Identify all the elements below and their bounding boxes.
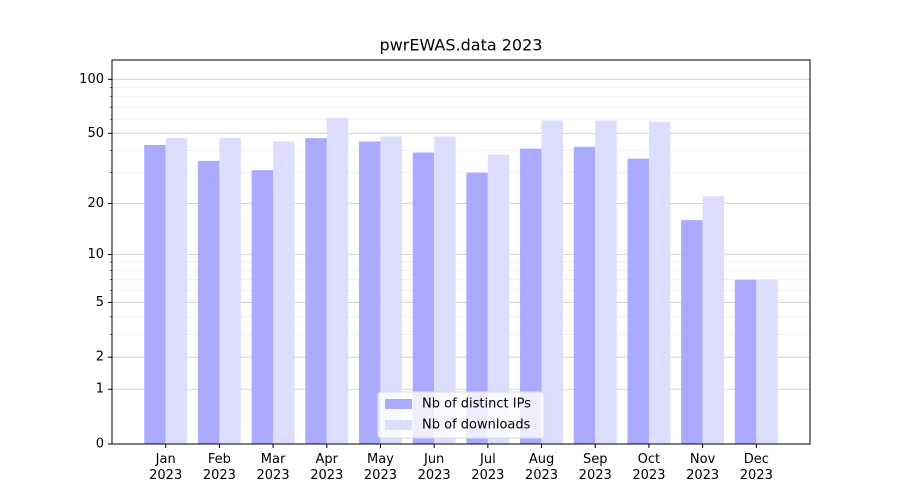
bar	[197, 160, 220, 444]
bar	[144, 144, 166, 444]
bar	[734, 279, 757, 444]
bar	[466, 172, 488, 444]
x-tick-label: Jun 2023	[417, 452, 451, 483]
legend-label: Nb of downloads	[422, 418, 531, 433]
x-tick-label-box: Jun 2023	[417, 452, 451, 483]
bar	[541, 120, 564, 445]
x-tick-label-box: Jan 2023	[149, 452, 183, 483]
y-tick-label: 5	[96, 295, 104, 310]
bar	[326, 117, 349, 444]
x-tick-label-box: Feb 2023	[202, 452, 236, 483]
bar	[165, 138, 188, 444]
x-tick-label: Apr 2023	[310, 452, 344, 483]
bar	[702, 196, 725, 444]
bar	[273, 141, 295, 444]
y-tick-label: 50	[87, 126, 104, 141]
x-tick-label: Aug 2023	[524, 452, 559, 483]
chart-title: pwrEWAS.data 2023	[380, 36, 543, 55]
y-tick-label: 2	[96, 350, 104, 365]
bar	[648, 121, 671, 444]
y-tick-label: 20	[87, 196, 104, 211]
x-tick-label: Jan 2023	[149, 452, 183, 483]
bar	[487, 154, 510, 445]
x-tick-label: May 2023	[363, 452, 397, 483]
bar	[627, 158, 649, 445]
bar	[412, 152, 435, 444]
bar	[595, 120, 617, 445]
x-tick-label: Feb 2023	[202, 452, 236, 483]
x-tick-label-box: Oct 2023	[632, 452, 666, 483]
x-tick-label-box: Nov 2023	[686, 452, 720, 483]
plot-frame	[111, 59, 811, 445]
x-tick-label-box: Dec 2023	[739, 452, 773, 483]
bar	[434, 136, 456, 445]
x-tick-label: Nov 2023	[686, 452, 720, 483]
y-tick-label: 10	[87, 247, 104, 262]
x-tick-label: Mar 2023	[256, 452, 290, 483]
legend-swatch	[385, 399, 412, 409]
x-tick-label: Oct 2023	[632, 452, 666, 483]
legend-swatch	[385, 420, 412, 430]
bar	[305, 138, 327, 444]
legend-box	[377, 391, 545, 439]
x-tick-label: Sep 2023	[578, 452, 612, 483]
bar	[681, 220, 703, 444]
x-tick-label-box: Sep 2023	[578, 452, 612, 483]
bar	[380, 136, 402, 445]
x-tick-label-box: Jul 2023	[471, 452, 505, 483]
bar	[219, 138, 241, 444]
x-tick-label-box: Aug 2023	[524, 452, 559, 483]
legend-label: Nb of distinct IPs	[422, 397, 531, 412]
bar	[251, 170, 274, 444]
x-tick-label: Dec 2023	[739, 452, 773, 483]
y-tick-label: 0	[96, 437, 104, 452]
y-tick-label: 100	[79, 72, 104, 87]
bar	[756, 279, 778, 444]
bar	[573, 146, 596, 444]
x-tick-label: Jul 2023	[471, 452, 505, 483]
y-tick-label: 1	[96, 382, 104, 397]
bar	[358, 141, 381, 444]
x-tick-label-box: May 2023	[363, 452, 397, 483]
bar	[520, 148, 542, 444]
x-tick-label-box: Apr 2023	[310, 452, 344, 483]
x-tick-label-box: Mar 2023	[256, 452, 290, 483]
